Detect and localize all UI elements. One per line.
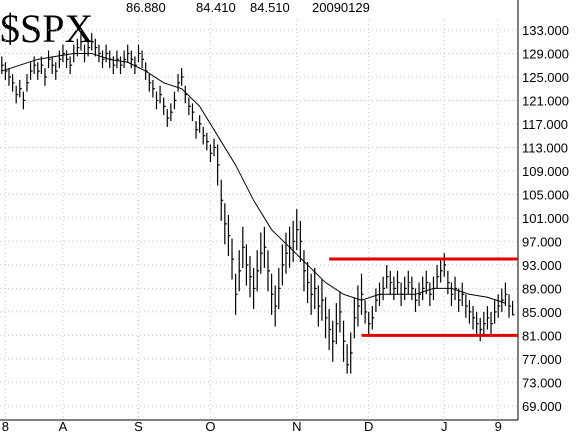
y-tick-label: 113.000 <box>522 140 568 155</box>
x-tick-label: 8 <box>2 419 9 434</box>
stat: 84.410 <box>196 0 236 15</box>
x-tick-label: D <box>364 419 373 434</box>
y-tick-label: 81.000 <box>522 328 562 343</box>
x-tick-label: O <box>205 419 215 434</box>
y-tick-label: 125.000 <box>522 70 569 85</box>
y-tick-label: 85.000 <box>522 305 562 320</box>
stat: 84.510 <box>250 0 290 15</box>
y-tick-label: 97.000 <box>522 234 562 249</box>
y-tick-label: 133.000 <box>522 23 569 38</box>
x-tick-label: A <box>59 419 68 434</box>
y-tick-label: 77.000 <box>522 352 562 367</box>
stat: 86.880 <box>126 0 166 15</box>
y-tick-label: 101.000 <box>522 211 569 226</box>
y-tick-label: 109.000 <box>522 164 569 179</box>
x-tick-label: J <box>441 419 448 434</box>
chart-title: $SPX <box>0 6 93 51</box>
stat: 20090129 <box>312 0 370 15</box>
y-tick-label: 93.000 <box>522 258 562 273</box>
y-tick-label: 89.000 <box>522 281 562 296</box>
y-tick-label: 73.000 <box>522 375 562 390</box>
y-tick-label: 69.000 <box>522 399 562 414</box>
y-tick-label: 129.000 <box>522 46 569 61</box>
y-tick-label: 121.000 <box>522 93 569 108</box>
y-tick-label: 105.000 <box>522 187 569 202</box>
x-tick-label: S <box>134 419 143 434</box>
y-tick-label: 117.000 <box>522 117 568 132</box>
moving-average <box>1 52 506 304</box>
x-tick-label: N <box>292 419 301 434</box>
x-tick-label: 9 <box>495 419 502 434</box>
